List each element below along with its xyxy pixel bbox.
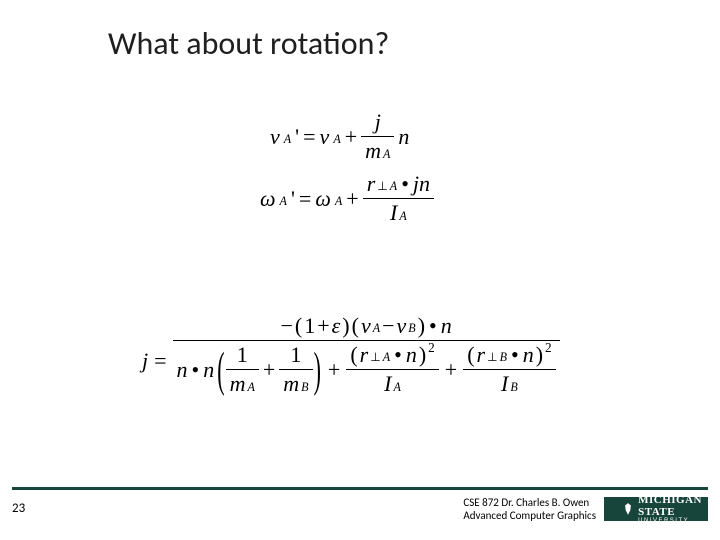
eq3-denominator: n • n ( 1 mA + 1 mB )	[173, 343, 560, 396]
eq1-prime: '	[295, 124, 299, 150]
footer-divider	[12, 487, 708, 490]
eq3-num-dot: •	[427, 314, 439, 338]
eq3-den-f2-m: m	[283, 372, 299, 396]
eq2-omega: ω	[260, 186, 276, 212]
eq2-fraction: r⊥A • jn IA	[363, 172, 434, 225]
eq2-equals: =	[299, 186, 311, 212]
eq3-den-f2-num: 1	[290, 343, 301, 367]
footer: 23 CSE 872 Dr. Charles B. Owen Advanced …	[0, 487, 720, 522]
eq1-n: n	[398, 124, 409, 150]
eq3-den-f2-s: B	[301, 381, 308, 394]
t2-sq: 2	[545, 341, 552, 356]
t1-I: I	[384, 372, 391, 396]
t2-B: B	[500, 351, 507, 364]
t2-Is: B	[510, 381, 517, 394]
t1-A: A	[383, 351, 390, 364]
t2-open: (	[467, 343, 474, 367]
course-line1: CSE 872 Dr. Charles B. Owen	[463, 496, 596, 509]
t1-close: )	[419, 343, 426, 367]
eq2-num-jn: jn	[413, 172, 430, 196]
eq3-num-vB: v	[397, 314, 407, 338]
t2-close: )	[536, 343, 543, 367]
eq3-equals: =	[154, 314, 166, 374]
eq1-den-sub: A	[383, 148, 390, 161]
eq2-rhs-omega: ω	[315, 186, 331, 212]
eq3-num-vA: v	[361, 314, 371, 338]
logo-university: UNIVERSITY	[638, 518, 689, 524]
eq1-rhs-v: v	[320, 124, 330, 150]
eq2-den-I: I	[390, 201, 397, 225]
eq3-num-n: n	[441, 314, 452, 338]
eq3-num-minus: −	[280, 314, 292, 338]
footer-row: 23 CSE 872 Dr. Charles B. Owen Advanced …	[0, 496, 720, 522]
t1-open: (	[350, 343, 357, 367]
t2-dot: •	[509, 343, 521, 367]
course-line2: Advanced Computer Graphics	[463, 509, 596, 522]
eq3-num-plus: +	[317, 314, 329, 338]
eq3-den-plus2: +	[324, 358, 344, 382]
eq3-num-close2: )	[418, 314, 425, 338]
t1-r: r	[360, 343, 369, 367]
eq2-num-r: r	[367, 172, 376, 196]
eq1-rhs-sub: A	[333, 132, 340, 147]
course-info: CSE 872 Dr. Charles B. Owen Advanced Com…	[463, 496, 596, 522]
eq3-num-eps: ε	[332, 314, 341, 338]
eq2-plus: +	[346, 186, 358, 212]
eq1-plus: +	[345, 124, 357, 150]
t1-n: n	[406, 343, 417, 367]
eq1-num-j: j	[375, 110, 381, 134]
eq3-num-open2: (	[352, 314, 359, 338]
eq3-den-f1-s: A	[247, 381, 254, 394]
t2-perp: ⊥	[487, 351, 498, 364]
eq1-den-m: m	[365, 139, 381, 163]
eq3-den-termA: (r⊥A • n)2 IA	[346, 343, 438, 396]
eq2-den-sub: A	[399, 210, 406, 223]
eq3-den-termB: (r⊥B • n)2 IB	[463, 343, 555, 396]
eq2-num-perp: ⊥	[377, 180, 388, 193]
t2-I: I	[501, 372, 508, 396]
eq2-rhs-sub: A	[335, 194, 342, 209]
eq3-den-n1: n	[177, 358, 188, 382]
eq1-fraction: j mA	[361, 110, 394, 163]
t1-dot: •	[392, 343, 404, 367]
eq3-main-fraction: − (1+ε) (vA − vB) • n n • n ( 1 mA	[173, 314, 560, 397]
eq3-num-one: 1	[304, 314, 315, 338]
spartan-icon	[618, 497, 638, 521]
eq3-num-open: (	[295, 314, 302, 338]
eq2-prime: '	[291, 186, 295, 212]
eq2-omega-sub: A	[280, 194, 287, 209]
eq2-dot: •	[399, 172, 411, 196]
msu-logo: MICHIGAN STATE UNIVERSITY	[604, 497, 708, 521]
eq2-num-A: A	[390, 180, 397, 193]
eq1-vA-sub: A	[284, 132, 291, 147]
eq1-equals: =	[303, 124, 315, 150]
logo-michigan: MICHIGAN	[638, 494, 702, 506]
t1-Is: A	[394, 381, 401, 394]
eq3-den-n2: n	[203, 358, 214, 382]
eq1-vA-v: v	[270, 124, 280, 150]
eq3-num-close: )	[342, 314, 349, 338]
t1-perp: ⊥	[370, 351, 381, 364]
eq3-num-vA-s: A	[373, 322, 380, 335]
eq3-num-minus2: −	[382, 314, 394, 338]
eq3-num-vB-s: B	[408, 322, 415, 335]
equation-velocity: vA ' = vA + j mA n	[270, 110, 409, 163]
eq3-den-plus3: +	[441, 358, 461, 382]
equation-impulse: j = − (1+ε) (vA − vB) • n n • n ( 1	[142, 314, 560, 397]
slide: What about rotation? vA ' = vA + j mA n …	[0, 0, 720, 540]
page-number: 23	[12, 501, 25, 516]
eq3-den-plus1: +	[259, 358, 279, 382]
eq3-den-f1-m: m	[230, 372, 246, 396]
eq3-den-dot1: •	[190, 358, 202, 382]
t2-n: n	[523, 343, 534, 367]
t1-sq: 2	[428, 341, 435, 356]
t2-r: r	[477, 343, 486, 367]
eq3-den-mass-term: ( 1 mA + 1 mB )	[216, 343, 322, 396]
eq3-numerator: − (1+ε) (vA − vB) • n	[276, 314, 455, 338]
eq3-j: j	[142, 314, 148, 374]
eq3-den-f1-num: 1	[237, 343, 248, 367]
slide-title: What about rotation?	[108, 24, 389, 63]
logo-state: STATE	[638, 506, 675, 518]
equation-angular: ωA ' = ωA + r⊥A • jn IA	[260, 172, 434, 225]
